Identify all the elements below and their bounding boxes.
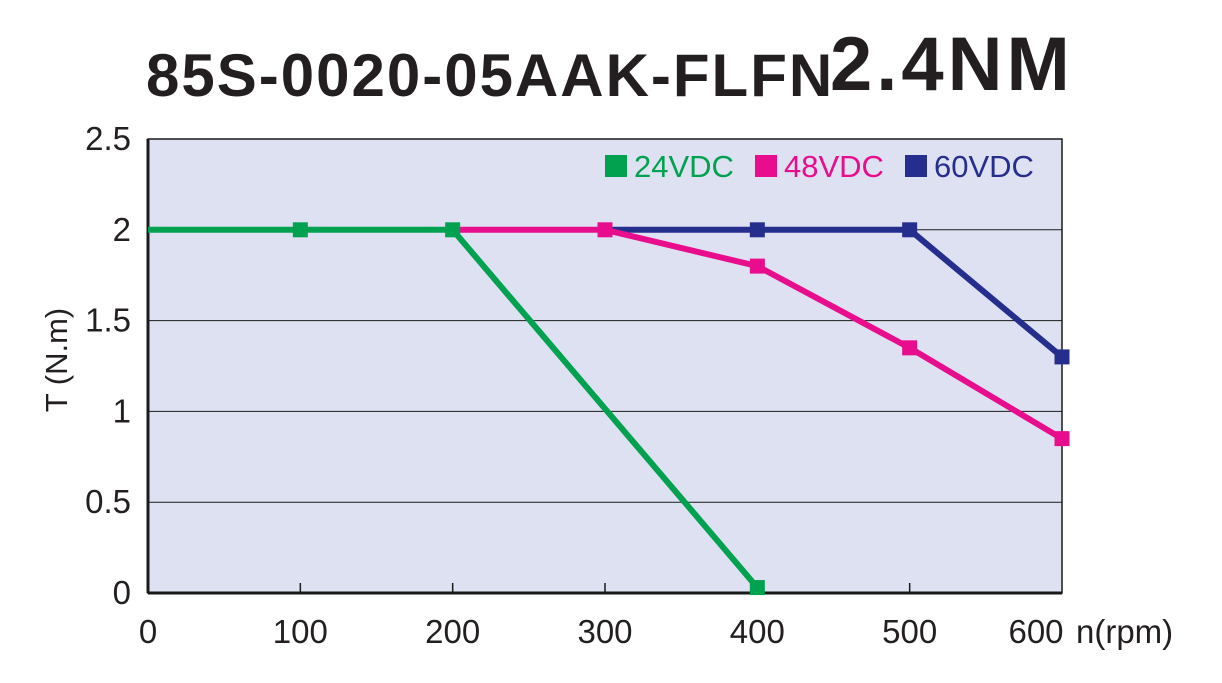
y-tick-label-0.5: 0.5 <box>85 483 131 520</box>
data-point-48vdc-400rpm <box>749 258 765 274</box>
x-tick-label-300: 300 <box>577 613 632 650</box>
x-tick-label-500: 500 <box>882 613 937 650</box>
plot-background <box>148 139 1062 593</box>
y-tick-label-1: 1 <box>113 392 131 429</box>
y-tick-label-0: 0 <box>113 574 131 611</box>
data-point-60vdc-400rpm <box>749 222 765 238</box>
data-point-48vdc-600rpm <box>1054 431 1070 447</box>
series-line-60vdc <box>605 226 1064 360</box>
x-axis-title: n(rpm) <box>1076 613 1173 650</box>
legend-swatch-60vdc <box>905 155 927 177</box>
x-tick-label-100: 100 <box>273 613 328 650</box>
data-point-60vdc-500rpm <box>902 222 918 238</box>
legend-swatch-48vdc <box>755 155 777 177</box>
chart-title-torque: 2.4NM <box>830 22 1074 107</box>
y-tick-label-1.5: 1.5 <box>85 302 131 339</box>
legend-swatch-24vdc <box>605 155 627 177</box>
y-tick-label-2: 2 <box>113 211 131 248</box>
x-tick-label-600: 600 <box>1008 613 1063 650</box>
legend-label-60vdc: 60VDC <box>934 149 1034 184</box>
data-point-48vdc-300rpm <box>597 222 613 238</box>
chart-title-model: 85S-0020-05AAK-FLFN <box>146 42 835 109</box>
legend-label-48vdc: 48VDC <box>784 149 884 184</box>
x-tick-label-200: 200 <box>425 613 480 650</box>
x-tick-label-400: 400 <box>730 613 785 650</box>
y-tick-label-2.5: 2.5 <box>85 120 131 157</box>
legend-label-24vdc: 24VDC <box>634 149 734 184</box>
data-point-60vdc-600rpm <box>1054 349 1070 365</box>
data-point-24vdc-100rpm <box>292 222 308 238</box>
data-point-24vdc-200rpm <box>445 222 461 238</box>
data-point-24vdc-400rpm <box>749 580 765 596</box>
x-tick-label-0: 0 <box>139 613 157 650</box>
y-axis-title: T (N.m) <box>39 308 74 412</box>
data-point-48vdc-500rpm <box>902 340 918 356</box>
series-line-24vdc <box>148 226 760 590</box>
